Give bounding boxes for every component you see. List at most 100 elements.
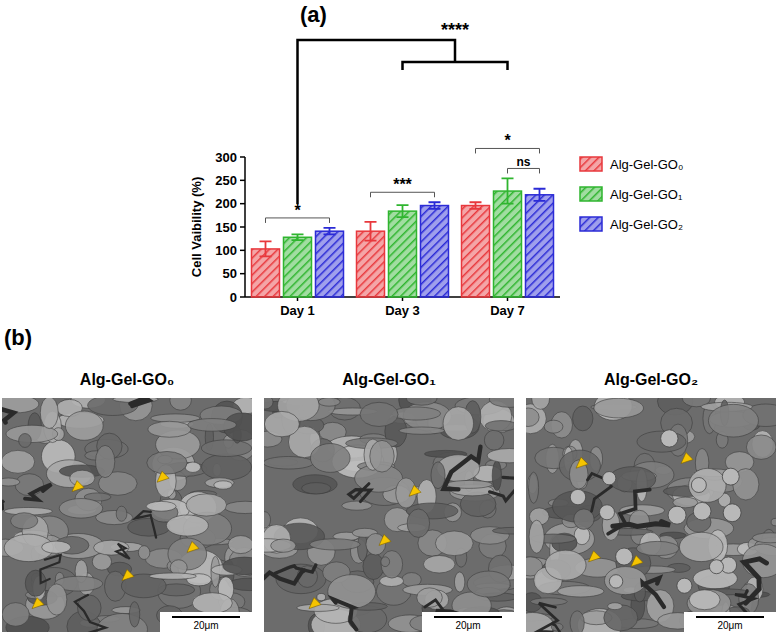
sem-texture — [293, 475, 337, 494]
x-tick-label: Day 3 — [385, 303, 420, 318]
sem-texture — [149, 573, 196, 579]
sem-texture — [11, 513, 38, 529]
sem-texture — [201, 440, 251, 457]
scale-bar-box — [684, 612, 776, 632]
scale-bar — [434, 616, 502, 618]
sem-texture — [317, 593, 326, 600]
sem-texture — [431, 462, 445, 489]
sem-texture — [454, 572, 464, 592]
arrowhead — [32, 598, 44, 609]
sem-cell — [709, 560, 723, 574]
sem-texture — [302, 483, 331, 494]
sem-texture — [214, 481, 233, 489]
sem-texture — [406, 398, 437, 405]
bar — [421, 206, 449, 297]
significance-label: *** — [393, 176, 412, 193]
sem-texture — [59, 499, 102, 519]
sem-crack — [130, 398, 155, 406]
sem-texture — [65, 411, 103, 440]
panel-label: (b) — [4, 325, 32, 350]
sem-cell — [570, 489, 586, 505]
sem-texture — [489, 398, 514, 407]
arrowhead — [309, 598, 321, 609]
sem-texture — [529, 472, 539, 503]
sem-texture — [42, 541, 71, 553]
error-bar — [429, 202, 441, 209]
y-tick — [240, 203, 245, 205]
sem-texture — [637, 541, 679, 555]
sem-crack — [349, 484, 371, 502]
sem-background — [526, 398, 776, 632]
sem-crack — [2, 407, 14, 425]
scale-bar-label: 20μm — [455, 620, 480, 631]
error-bar — [534, 189, 546, 201]
x-tick-label: Day 1 — [280, 303, 315, 318]
y-axis-title: Cell Vaibility (%) — [189, 177, 204, 277]
sem-texture — [594, 398, 644, 418]
sem-texture — [689, 590, 720, 610]
sem-texture — [531, 598, 568, 606]
sem-texture — [264, 512, 271, 528]
sem-texture — [129, 602, 139, 627]
sem-texture — [147, 451, 187, 474]
sem-texture — [46, 584, 67, 615]
sem-texture — [2, 450, 35, 473]
sem-texture — [570, 611, 584, 632]
bar — [284, 237, 312, 297]
sem-cell — [668, 506, 686, 524]
sem-cell — [609, 575, 622, 588]
sem-cell — [722, 468, 739, 485]
sem-texture — [225, 501, 252, 513]
image-title: Alg-Gel-GO₀ — [80, 371, 174, 388]
sem-crack — [135, 511, 156, 537]
sem-texture — [2, 603, 29, 627]
y-tick-label: 150 — [215, 220, 237, 235]
arrowhead — [589, 551, 601, 562]
sem-texture — [423, 555, 455, 572]
y-tick — [240, 156, 245, 158]
sem-crack — [40, 555, 60, 583]
scale-bar-label: 20μm — [717, 620, 742, 631]
sem-texture — [467, 571, 510, 597]
sem-texture — [544, 420, 563, 433]
scale-bar-label: 20μm — [193, 620, 218, 631]
sem-image — [2, 398, 252, 632]
scale-bar — [696, 616, 764, 618]
sem-crack — [116, 544, 129, 559]
y-tick-label: 0 — [230, 290, 237, 305]
significance-label: **** — [441, 20, 469, 40]
sem-texture — [185, 462, 200, 472]
sem-texture — [545, 550, 586, 580]
arrowhead — [157, 471, 169, 482]
sem-texture — [558, 586, 604, 597]
sem-texture — [492, 527, 514, 534]
sem-texture — [228, 536, 252, 554]
y-tick — [240, 180, 245, 182]
arrowhead — [409, 485, 421, 496]
y-tick — [240, 296, 245, 298]
sem-texture — [487, 449, 514, 463]
sem-texture — [746, 435, 776, 459]
sem-texture — [192, 593, 232, 614]
sem-texture — [188, 419, 237, 432]
sem-texture — [95, 445, 114, 477]
sem-image — [264, 398, 514, 632]
sem-crack — [333, 599, 356, 629]
sem-texture — [2, 478, 20, 486]
sem-texture — [708, 404, 758, 437]
arrowhead — [576, 457, 588, 468]
sem-texture — [532, 398, 550, 409]
sem-texture — [529, 520, 544, 553]
sem-texture — [435, 531, 473, 556]
sem-crack — [75, 595, 105, 632]
error-bar — [324, 228, 336, 235]
y-tick-label: 50 — [223, 266, 237, 281]
figure: (a)050100150200250300Cell Vaibility (%)D… — [0, 0, 778, 638]
sem-texture — [752, 533, 776, 543]
error-bar — [470, 202, 482, 209]
sem-texture — [138, 546, 149, 560]
sem-texture — [70, 470, 95, 486]
sem-background — [2, 398, 252, 632]
sem-texture — [604, 567, 646, 595]
sem-texture — [399, 427, 444, 434]
